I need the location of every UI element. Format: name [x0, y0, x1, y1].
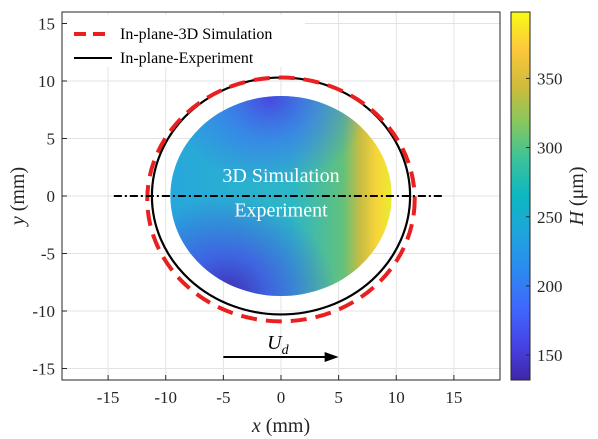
velocity-subscript: d [282, 343, 290, 358]
velocity-arrow [223, 352, 339, 362]
annotation-simulation: 3D Simulation [222, 165, 339, 187]
y-tick-label: 10 [38, 72, 55, 91]
colorbar-unit: (μm) [566, 166, 588, 206]
velocity-label: Ud [267, 332, 289, 358]
colorbar-ticks: 150 200 250 300 350 [526, 69, 563, 365]
colorbar-tick-label: 250 [537, 208, 563, 227]
x-tick-label: 15 [445, 388, 462, 407]
colorbar-var: H [566, 210, 588, 227]
velocity-symbol: U [267, 332, 283, 354]
x-axis-unit: (mm) [266, 415, 310, 437]
y-tick-label: 5 [47, 130, 56, 149]
series-simulation-ellipse [145, 75, 417, 324]
legend: In-plane-3D Simulation In-plane-Experime… [65, 15, 305, 67]
legend-label-simulation: In-plane-3D Simulation [120, 26, 272, 43]
colorbar-tick-label: 150 [537, 346, 563, 365]
colorbar-tick-label: 300 [537, 139, 563, 158]
y-axis-label: y (mm) [7, 167, 29, 227]
y-tick-label: -5 [41, 245, 55, 264]
y-tick-label: 0 [47, 187, 56, 206]
annotation-experiment: Experiment [234, 200, 328, 222]
colorbar-tick-label: 200 [537, 277, 563, 296]
y-tick-label: -15 [32, 360, 55, 379]
x-tick-label: 5 [334, 388, 343, 407]
x-ticks: -15 -10 -5 0 5 10 15 [97, 375, 462, 407]
x-axis-var: x [251, 415, 261, 437]
x-axis-label: x (mm) [251, 415, 310, 437]
y-ticks: -15 -10 -5 0 5 10 15 [32, 15, 67, 379]
colorbar-tick-label: 350 [537, 69, 563, 88]
legend-label-experiment: In-plane-Experiment [120, 50, 254, 67]
colorbar-label: H (μm) [566, 166, 588, 226]
y-axis-var: y [7, 216, 29, 227]
x-tick-label: -10 [154, 388, 177, 407]
y-tick-label: 15 [38, 15, 55, 34]
x-tick-label: 0 [277, 388, 286, 407]
plot-data [113, 75, 443, 362]
x-tick-label: -5 [216, 388, 230, 407]
colorbar [510, 11, 531, 381]
y-tick-label: -10 [32, 302, 55, 321]
x-tick-label: 10 [388, 388, 405, 407]
x-tick-label: -15 [97, 388, 120, 407]
y-axis-unit: (mm) [7, 167, 29, 211]
